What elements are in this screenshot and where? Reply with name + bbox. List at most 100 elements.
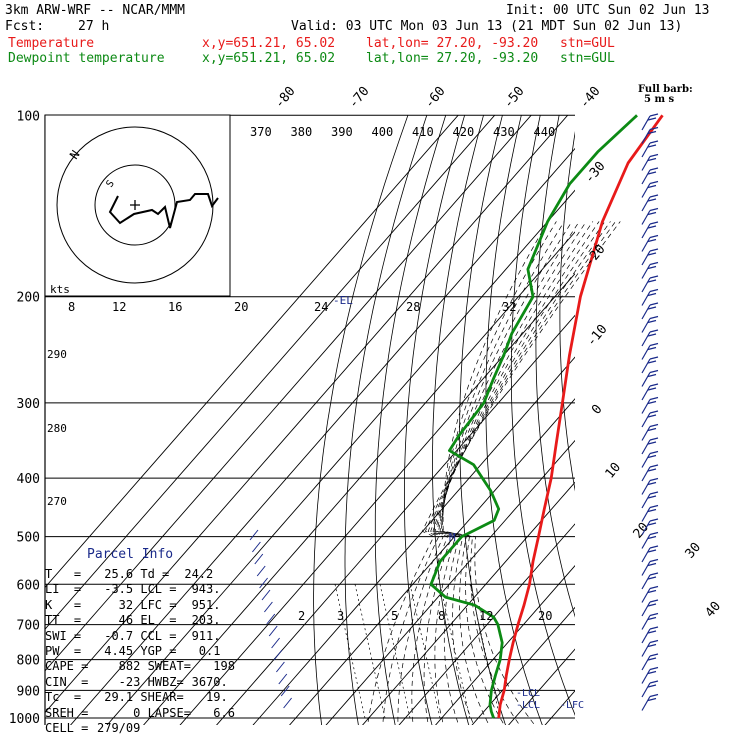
lcl-label-2: -LCL [516, 700, 540, 711]
theta-label: 370 [250, 125, 272, 139]
temperature-xy: x,y=651.21, 65.02 [202, 36, 336, 51]
parcel-info-row: SWI = -0.7 CCL = 911. [45, 629, 220, 644]
parcel-param-value: -3.5 [104, 582, 134, 597]
wind-barb [641, 275, 659, 293]
parcel-param-label: T = [45, 567, 82, 581]
isotherm-line [398, 523, 575, 725]
parcel-param-value: 943. [191, 582, 221, 597]
hodo-speed-label: 16 [168, 300, 182, 314]
wind-barb [641, 653, 659, 671]
wind-barb [641, 167, 659, 185]
moist-adiabat [442, 221, 557, 725]
parcel-param-label: SHEAR= [133, 690, 184, 705]
parcel-param-label: CAPE = [45, 659, 89, 674]
parcel-param-value: 279/09 [97, 721, 141, 735]
moist-adiabat [397, 221, 611, 725]
wind-barbs [249, 113, 659, 711]
moist-adiabat [438, 221, 580, 725]
dry-adiabat [670, 115, 740, 731]
theta-label: 430 [493, 125, 515, 139]
parcel-param-label: K = [45, 597, 82, 612]
parcel-param-value: 3670. [191, 674, 228, 689]
parcel-param-label: CIN = [45, 674, 89, 689]
isotherm-line [435, 565, 575, 725]
theta-label: 410 [412, 125, 434, 139]
wind-barb [641, 194, 659, 212]
pressure-tick-label: 400 [17, 472, 40, 487]
parcel-param-value: 198 [213, 659, 235, 674]
hodo-speed-label: 8 [68, 300, 75, 314]
pressure-tick-label: 900 [17, 684, 40, 699]
isotherm-line [45, 115, 569, 714]
isotherm-line [179, 273, 575, 725]
parcel-info-row: TT = 46 EL = 203. [45, 613, 220, 628]
profile-wind-tick [273, 649, 283, 661]
mixing-ratio-label: 3 [337, 609, 344, 623]
wind-barb [641, 572, 659, 590]
fcst-value: 27 h [78, 19, 110, 34]
pressure-tick-label: 700 [17, 619, 40, 634]
profile-wind-tick [264, 601, 273, 613]
wind-barb [641, 585, 659, 603]
parcel-info-title: Parcel Info [87, 547, 174, 562]
wind-barb [641, 126, 659, 144]
wind-barb [641, 315, 659, 333]
profile-wind-tick [249, 529, 259, 541]
profile-wind-tick [278, 673, 288, 685]
dewpoint-latlon: lat,lon= 27.20, -93.20 [366, 51, 539, 66]
parcel-param-label: YGP = [133, 644, 177, 658]
parcel-param-label: LI = [45, 582, 82, 597]
isotherm-line [289, 398, 575, 725]
wind-barb [641, 518, 659, 536]
wind-barb [641, 491, 659, 509]
isotherm-label: -80 [272, 84, 299, 112]
wind-barb [641, 599, 659, 617]
wind-barb [641, 329, 659, 347]
wind-barb [641, 477, 659, 495]
isotherm-line [45, 115, 532, 672]
temperature-profile [497, 114, 664, 719]
profile-wind-tick [259, 577, 268, 589]
parcel-param-value: 0 [133, 705, 141, 720]
parcel-info-row: Tc = 29.1 SHEAR= 19. [45, 690, 228, 705]
wind-barb [641, 221, 659, 239]
wind-barb [641, 288, 659, 306]
dry-adiabat [344, 115, 428, 725]
pressure-tick-label: 1000 [9, 712, 40, 727]
parcel-param-value: -23 [118, 674, 141, 689]
temperature-latlon: lat,lon= 27.20, -93.20 [366, 36, 539, 51]
theta-label: 420 [453, 125, 475, 139]
storm-motion-mark [130, 200, 140, 210]
dry-adiabat [313, 115, 409, 725]
temperature-legend: Temperature [8, 36, 95, 51]
wind-barb [641, 302, 659, 320]
dewpoint-profile [429, 114, 638, 719]
hodo-speed-label: 28 [406, 300, 420, 314]
theta-label: 390 [331, 125, 353, 139]
parcel-param-label: Td = [133, 567, 170, 581]
wind-barb [641, 531, 659, 549]
parcel-param-label: CELL = [45, 721, 89, 735]
hodo-units-label: kts [50, 283, 70, 296]
isobar-lines [45, 114, 575, 719]
profile-wind-tick [276, 661, 285, 673]
profiles [429, 114, 664, 719]
mixing-ratio-line [354, 584, 386, 719]
isotherm-line [216, 314, 575, 725]
parcel-info-row: K = 32 LFC = 951. [45, 598, 220, 613]
parcel-param-value: 46 [118, 613, 134, 628]
wind-barb [641, 234, 659, 252]
parcel-param-value: 29.1 [104, 690, 134, 705]
wind-barb [641, 261, 659, 279]
profile-wind-tick [254, 553, 264, 565]
parcel-param-label: SREH = [45, 705, 89, 720]
fcst-label: Fcst: [5, 19, 45, 34]
pressure-tick-label: 200 [17, 291, 40, 306]
parcel-param-value: 4.45 [104, 644, 134, 658]
parcel-param-label: LFC = [133, 597, 177, 612]
parcel-info-row: LI = -3.5 LCL = 943. [45, 582, 220, 597]
theta-label: 400 [372, 125, 394, 139]
thetae-label: 270 [47, 495, 67, 508]
init-time: Init: 00 UTC Sun 02 Jun 13 [506, 3, 710, 18]
wind-barb [641, 639, 659, 657]
